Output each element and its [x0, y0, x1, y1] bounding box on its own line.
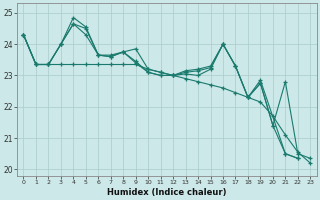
X-axis label: Humidex (Indice chaleur): Humidex (Indice chaleur): [107, 188, 227, 197]
